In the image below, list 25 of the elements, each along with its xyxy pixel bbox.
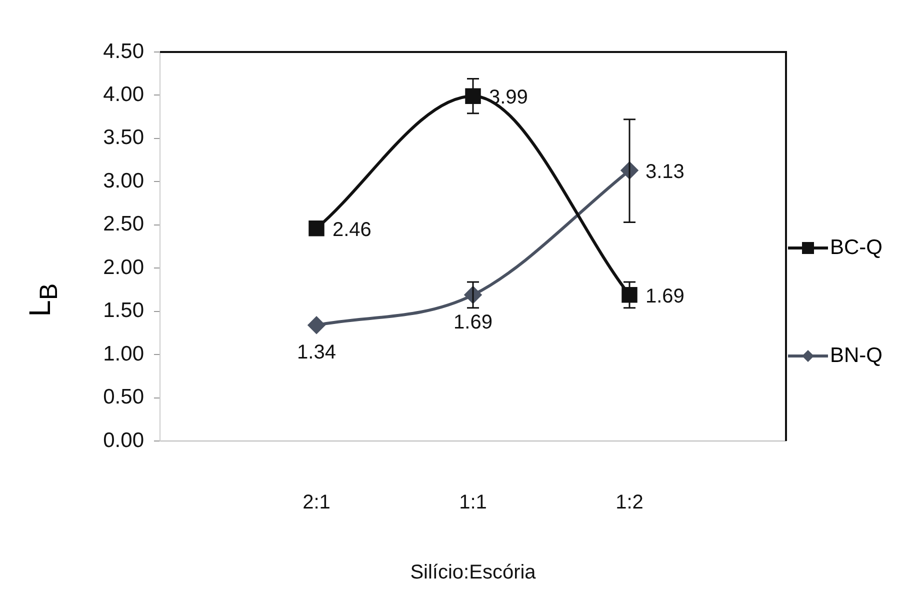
y-tick-label: 3.50 (103, 126, 144, 150)
data-label: 2.46 (332, 218, 372, 241)
point (465, 88, 481, 104)
point (308, 220, 324, 236)
y-tick-label: 3.00 (103, 169, 144, 192)
data-label: 1.34 (297, 342, 336, 364)
y-tick-label: 2.50 (103, 212, 144, 236)
legend-label: BN-Q (830, 344, 882, 368)
legend-label: BC-Q (830, 236, 882, 260)
y-tick-label: 4.50 (103, 40, 144, 63)
data-label: 3.13 (646, 160, 684, 183)
y-tick-label: 1.00 (103, 342, 144, 366)
x-tick-label: 2:1 (302, 492, 330, 514)
y-tick-label: 4.00 (103, 83, 144, 106)
data-label: 1.69 (646, 285, 684, 308)
point (622, 287, 638, 303)
data-label: 1.69 (454, 311, 492, 334)
x-axis-title: Silício:Escória (410, 562, 537, 584)
point (308, 316, 325, 334)
y-tick-label: 1.50 (103, 299, 144, 322)
y-tick-label: 0.50 (103, 386, 144, 409)
y-tick-label: 2.00 (103, 256, 144, 279)
x-tick-label: 1:1 (459, 492, 487, 514)
x-tick-label: 1:2 (616, 492, 644, 514)
y-tick-label: 0.00 (103, 428, 144, 452)
